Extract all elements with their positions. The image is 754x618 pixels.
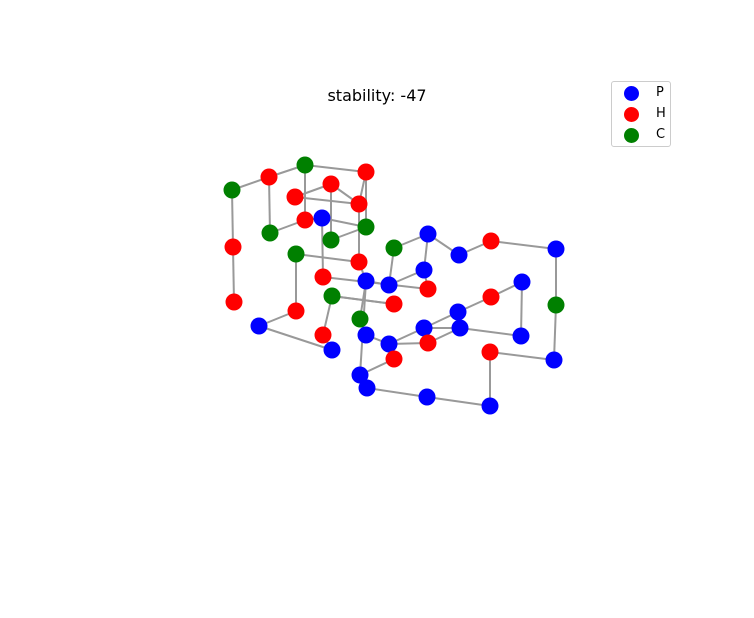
legend-label-p: P [656, 85, 664, 100]
residue-node-h [322, 175, 340, 193]
residue-node-h [286, 188, 304, 206]
bond-edge [232, 246, 235, 303]
residue-node-h [350, 253, 368, 271]
residue-node-c [287, 245, 305, 263]
residue-node-h [385, 350, 403, 368]
residue-node-h [481, 343, 499, 361]
bond-edge [268, 176, 271, 234]
bond-edge [490, 240, 557, 250]
residue-node-p [418, 388, 436, 406]
residue-node-c [223, 181, 241, 199]
bond-edge [426, 396, 491, 407]
residue-node-p [481, 397, 499, 415]
legend-item-h: H [612, 105, 672, 126]
residue-node-h [314, 326, 332, 344]
legend-marker-c [624, 128, 639, 143]
residue-node-p [357, 326, 375, 344]
bond-edge [520, 281, 523, 337]
legend-item-c: C [612, 126, 672, 147]
residue-node-p [547, 240, 565, 258]
residue-node-p [449, 303, 467, 321]
residue-node-h [385, 295, 403, 313]
bond-edge [304, 164, 367, 173]
residue-node-c [323, 287, 341, 305]
residue-node-h [350, 195, 368, 213]
residue-node-h [419, 334, 437, 352]
residue-node-p [351, 366, 369, 384]
residue-node-p [415, 261, 433, 279]
residue-node-p [250, 317, 268, 335]
residue-node-p [419, 225, 437, 243]
bond-edge [322, 276, 429, 290]
residue-node-c [261, 224, 279, 242]
residue-node-p [512, 327, 530, 345]
bond-edge [295, 253, 360, 263]
residue-node-c [296, 156, 314, 174]
chart-title: stability: -47 [327, 86, 427, 105]
bond-edge [366, 387, 428, 398]
residue-node-h [287, 302, 305, 320]
residue-node-h [224, 238, 242, 256]
residue-node-p [545, 351, 563, 369]
residue-node-c [385, 239, 403, 257]
residue-node-c [351, 310, 369, 328]
residue-node-h [314, 268, 332, 286]
residue-node-h [260, 168, 278, 186]
residue-node-p [380, 335, 398, 353]
bond-edge [489, 351, 555, 361]
bond-edge [321, 217, 324, 278]
residue-node-p [323, 341, 341, 359]
legend-marker-p [624, 86, 639, 101]
bond-edge [459, 327, 522, 337]
legend-marker-h [624, 107, 639, 122]
residue-node-c [547, 296, 565, 314]
residue-node-p [313, 209, 331, 227]
residue-node-p [450, 246, 468, 264]
residue-node-p [357, 272, 375, 290]
legend-label-c: C [656, 127, 666, 142]
residue-node-p [451, 319, 469, 337]
legend-item-p: P [612, 84, 672, 105]
nodes-group [223, 156, 565, 415]
residue-node-c [322, 231, 340, 249]
bond-edge [258, 325, 333, 351]
residue-node-h [482, 288, 500, 306]
residue-node-p [513, 273, 531, 291]
residue-node-h [357, 163, 375, 181]
residue-node-p [415, 319, 433, 337]
residue-node-h [419, 280, 437, 298]
bond-edge [553, 304, 557, 361]
residue-node-c [357, 218, 375, 236]
residue-node-h [225, 293, 243, 311]
residue-node-h [482, 232, 500, 250]
residue-node-p [380, 276, 398, 294]
bond-edge [231, 189, 234, 248]
legend-label-h: H [656, 106, 666, 121]
residue-node-h [296, 211, 314, 229]
legend: P H C [611, 81, 671, 147]
residue-node-p [358, 379, 376, 397]
